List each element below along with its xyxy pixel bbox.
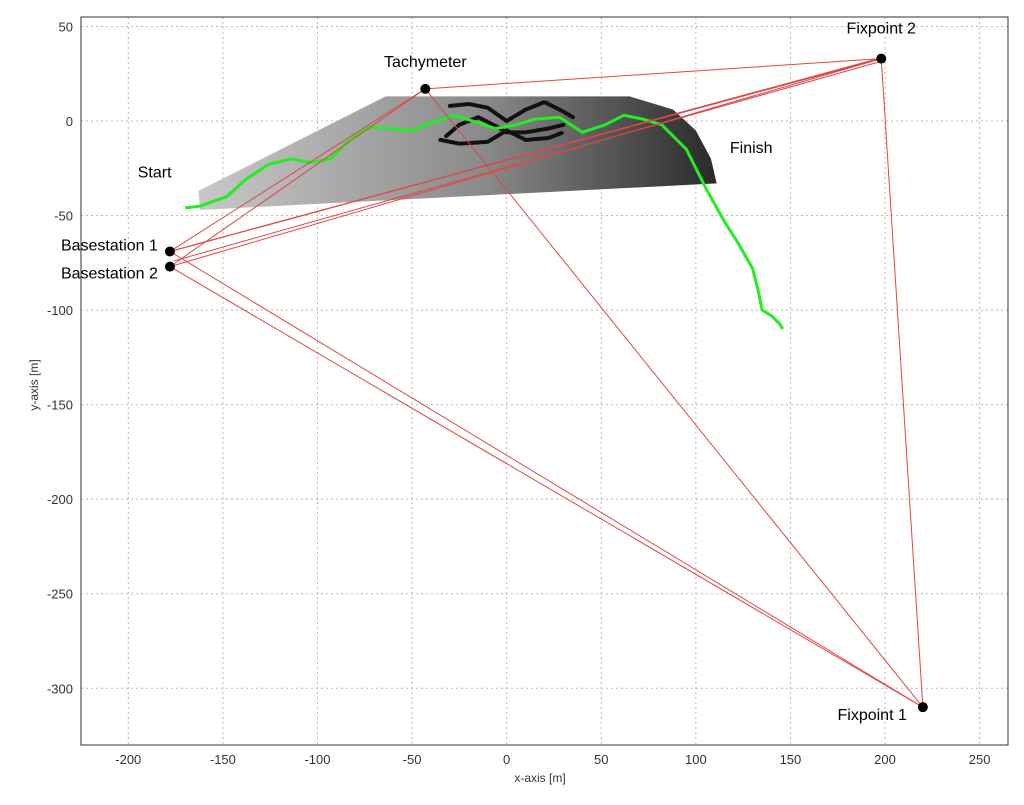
- y-tick-label: 50: [59, 19, 73, 34]
- survey-point-marker: [917, 702, 928, 713]
- y-tick-labels: 50 0 -50 -100 -150 -200 -250 -300: [47, 19, 73, 696]
- survey-point-marker: [164, 246, 175, 257]
- x-tick-label: -150: [210, 752, 236, 767]
- survey-area: [198, 96, 717, 210]
- y-axis-label: y-axis [m]: [27, 359, 41, 410]
- annotation-label: Start: [138, 165, 172, 182]
- sight-line: [169, 251, 924, 708]
- sight-line: [169, 58, 882, 252]
- y-tick-label: -150: [47, 398, 73, 413]
- y-tick-label: -250: [47, 587, 73, 602]
- survey-points: Tachymeter Fixpoint 2 Fixpoint 1 Basestatio…: [61, 21, 928, 724]
- survey-point-label: Fixpoint 1: [837, 707, 906, 724]
- survey-point-label: Tachymeter: [384, 54, 467, 71]
- y-tick-label: -50: [54, 209, 73, 224]
- y-tick-label: -100: [47, 303, 73, 318]
- green-track: [184, 113, 785, 330]
- survey-point-label: Basestation 1: [61, 237, 158, 254]
- sight-line: [425, 58, 882, 90]
- x-tick-labels: -200 -150 -100 -50 0 50 100 150 200 250: [115, 752, 990, 767]
- survey-point-marker: [876, 53, 887, 64]
- y-tick-label: -300: [47, 681, 73, 696]
- x-tick-label: -200: [115, 752, 141, 767]
- trace-path: [438, 128, 566, 146]
- sight-line: [173, 61, 878, 262]
- x-axis-label: x-axis [m]: [514, 771, 565, 785]
- sight-line: [169, 88, 426, 268]
- x-tick-label: 150: [780, 752, 802, 767]
- x-tick-label: 200: [874, 752, 896, 767]
- survey-point-marker: [420, 83, 431, 94]
- annotations: Start Finish: [138, 140, 773, 182]
- sight-line: [169, 266, 924, 708]
- sight-line: [169, 58, 882, 268]
- x-tick-label: -100: [304, 752, 330, 767]
- y-tick-label: -200: [47, 492, 73, 507]
- sight-lines: [169, 56, 924, 708]
- black-trace: [438, 99, 575, 146]
- survey-point-label: Basestation 2: [61, 266, 158, 283]
- survey-point-marker: [164, 261, 175, 272]
- x-tick-label: 100: [685, 752, 707, 767]
- plot-frame: [80, 16, 1009, 746]
- x-tick-label: 250: [969, 752, 991, 767]
- trace-path: [447, 99, 575, 124]
- survey-point-label: Fixpoint 2: [847, 21, 916, 38]
- sight-line: [169, 88, 426, 252]
- x-tick-label: 0: [503, 752, 510, 767]
- x-tick-label: -50: [403, 752, 422, 767]
- sight-line: [424, 88, 924, 708]
- y-tick-label: 0: [66, 114, 73, 129]
- sight-line: [880, 58, 924, 708]
- trace-path: [444, 115, 566, 139]
- x-tick-label: 50: [594, 752, 608, 767]
- annotation-label: Finish: [730, 140, 773, 157]
